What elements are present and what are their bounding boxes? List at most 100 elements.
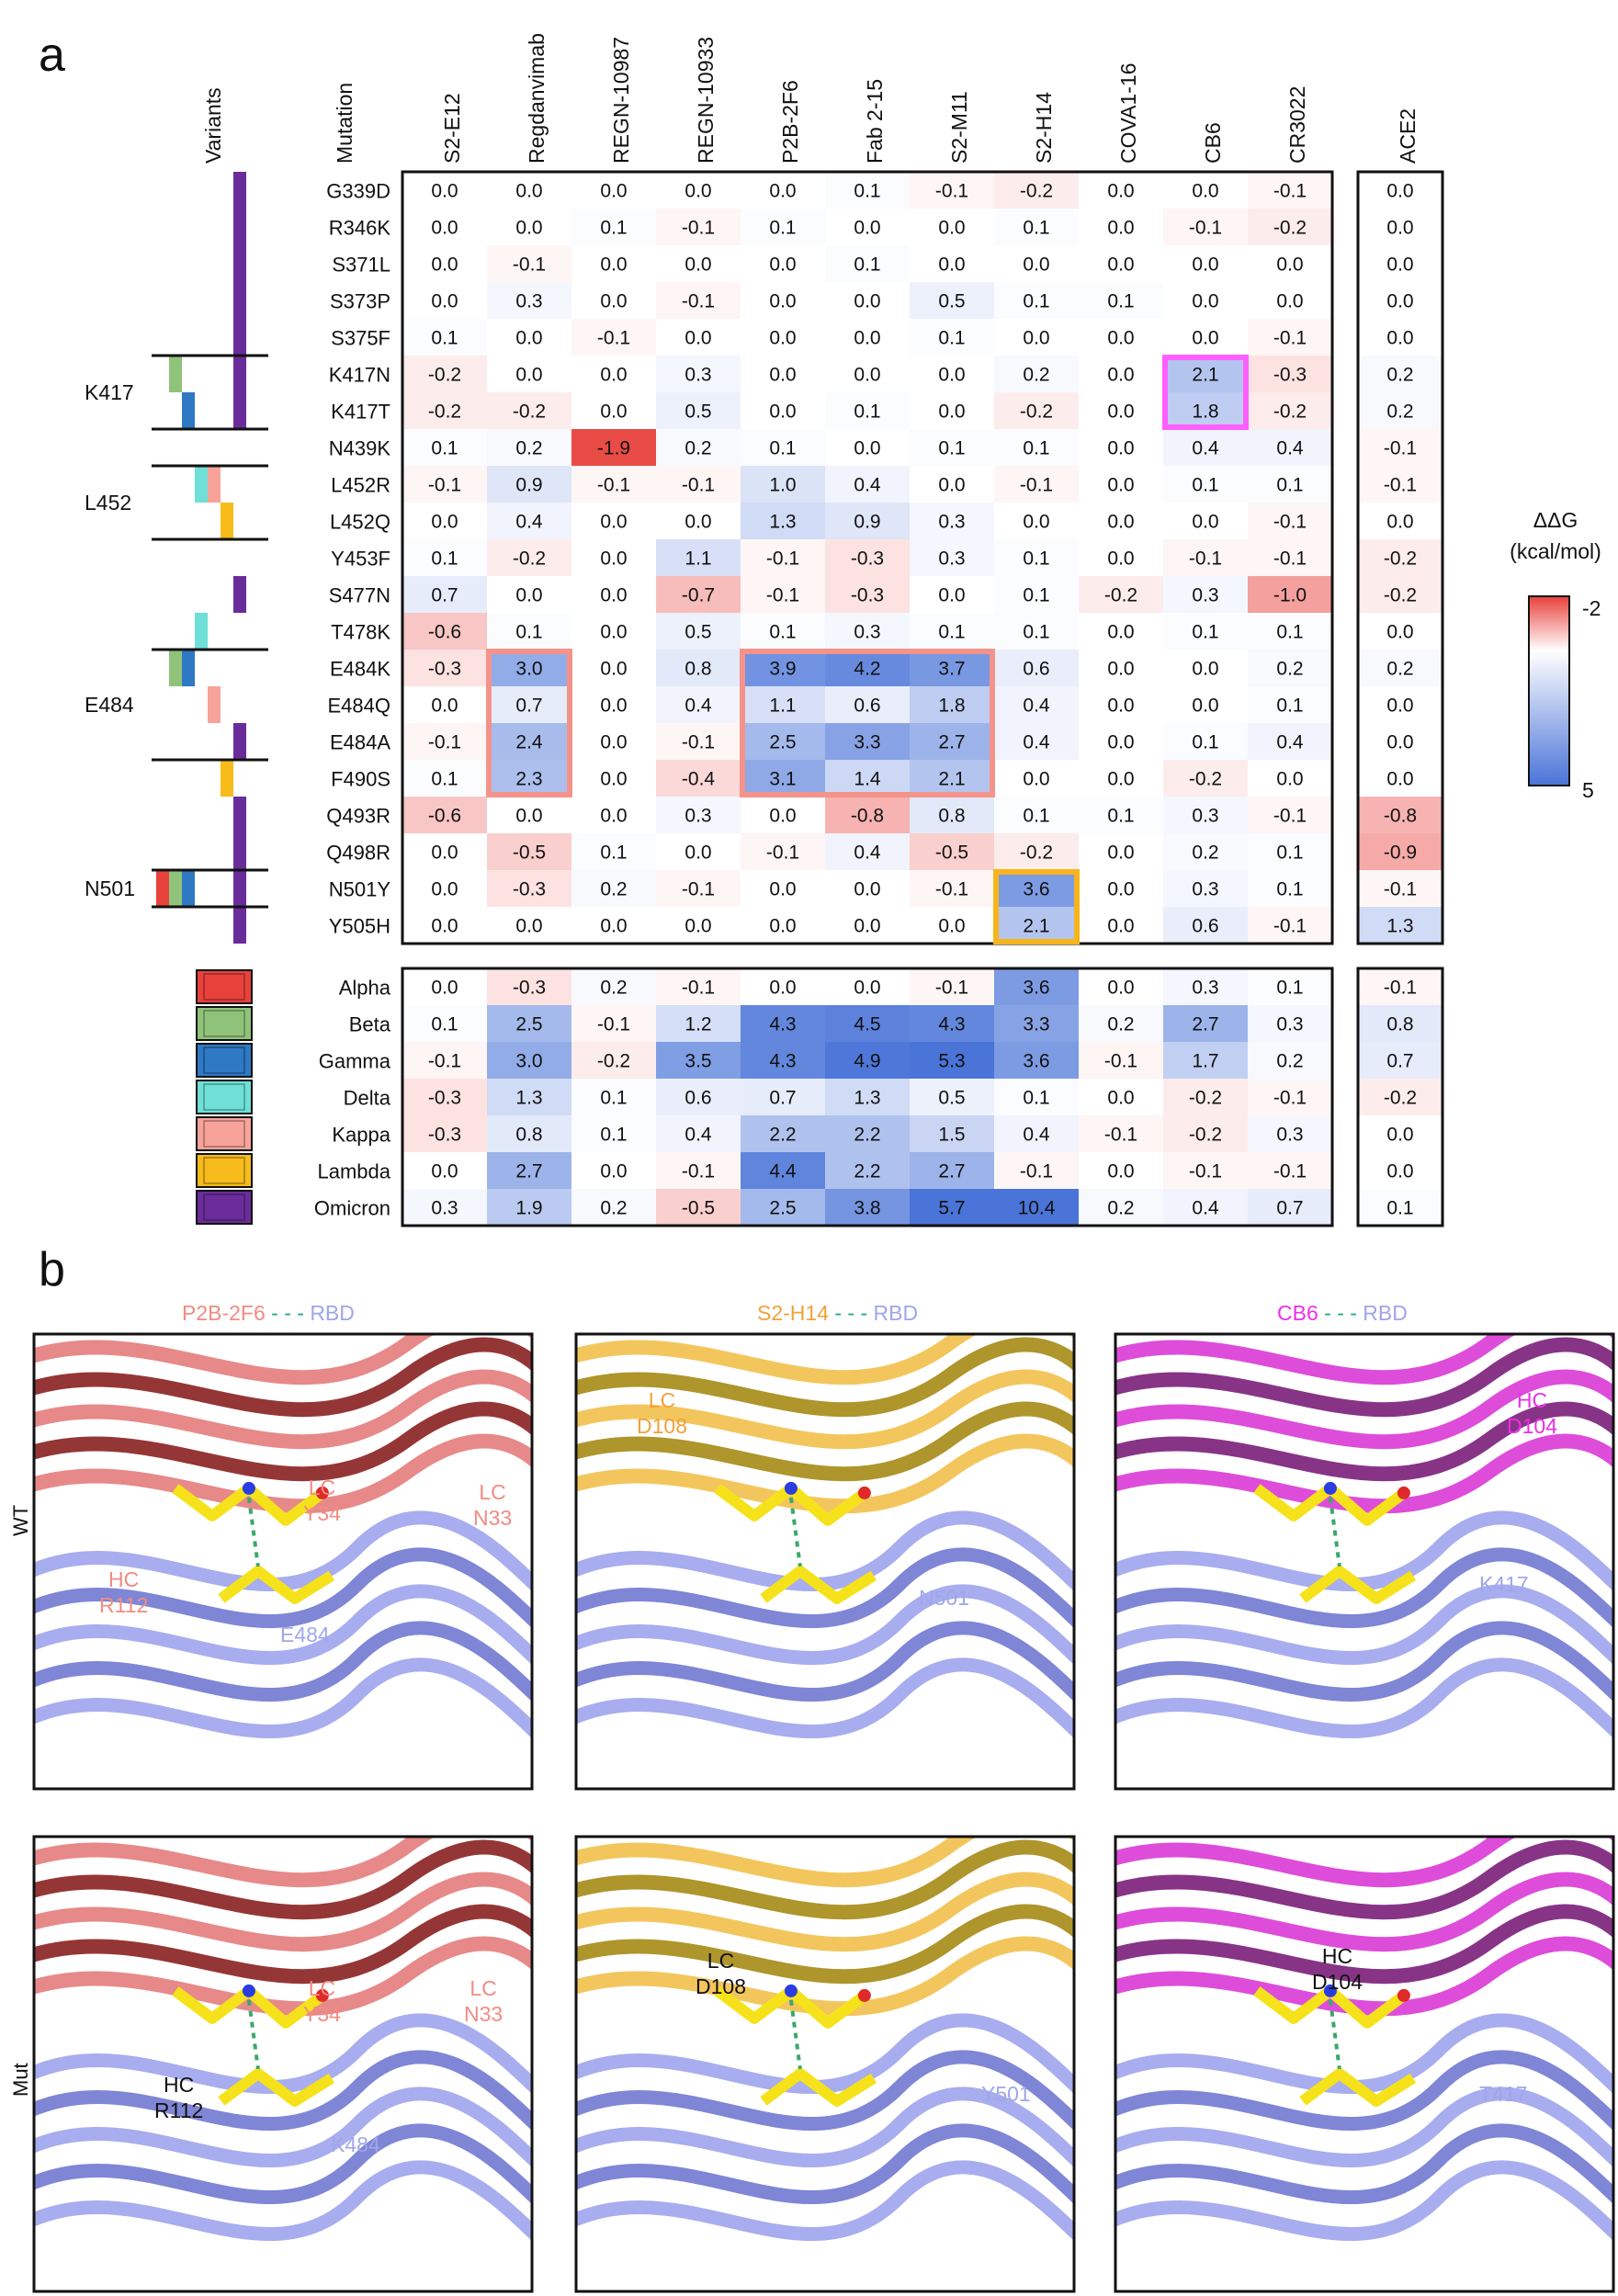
heatmap-cell [1248,870,1332,907]
cell-value: 0.1 [515,622,542,643]
heatmap-cell [656,1042,741,1079]
cell-value: 0.5 [685,402,711,423]
mutation-label: K417T [331,401,390,424]
cell-value: 0.0 [938,916,965,937]
cell-value: 0.0 [515,916,542,937]
heatmap-cell [487,539,571,576]
heatmap-cell [1248,833,1332,870]
antibody-ribbon [34,1334,532,1386]
cell-value: -0.2 [1020,843,1053,864]
heatmap-cell [402,356,487,392]
heatmap-cell [994,539,1079,576]
heatmap-cell [825,968,910,1005]
residue-label: T417 [1479,2082,1528,2106]
colorbar [1528,595,1570,786]
cell-value: 0.1 [600,1125,627,1146]
residue-label: LC D108 [637,1388,687,1438]
cell-value: 0.0 [1023,328,1049,349]
heatmap-cell [1248,686,1332,723]
cell-value: 0.1 [769,438,796,459]
heatmap-cell [656,1079,741,1115]
ace2-cell [1358,319,1443,356]
heatmap-cell [656,760,741,797]
colorbar-unit: (kcal/mol) [1510,539,1601,563]
ace2-cell [1358,1115,1443,1152]
residue-label: Y501 [981,2082,1031,2106]
cell-value: 0.3 [938,549,965,570]
heatmap-cell [487,245,571,282]
cell-value: 0.0 [769,181,796,202]
cell-value: 0.0 [1107,696,1134,717]
heatmap-cell [402,319,487,356]
cell-value: -0.2 [1273,402,1307,423]
cell-value: 3.5 [685,1051,711,1072]
ace2-value: -0.9 [1384,843,1417,864]
variant-bar [182,870,195,907]
cell-value: 0.0 [431,254,458,276]
cell-value: 2.1 [938,769,965,790]
heatmap-cell [1079,833,1163,870]
cell-value: 0.1 [1192,475,1218,496]
heatmap-cell [994,686,1079,723]
cell-value: -0.2 [597,1051,630,1072]
cell-value: 0.3 [685,806,711,827]
cell-value: 2.5 [769,1198,796,1219]
oxygen-atom [1397,1988,1410,2002]
cell-value: -0.1 [1273,916,1307,937]
cell-value: 0.0 [431,843,458,864]
antibody-ribbon [576,1936,1074,2017]
ace2-cell [1358,1079,1443,1115]
cell-value: 0.5 [938,291,965,312]
heatmap-cell [487,1079,571,1115]
ace2-cell [1358,870,1443,907]
cell-value: -0.5 [513,843,546,864]
ace2-value: 0.0 [1386,512,1413,533]
colorbar-min-label: -2 [1582,596,1601,620]
cell-value: 0.1 [600,843,627,864]
rbd-ribbon [576,1510,1074,1592]
cell-value: 0.0 [769,916,796,937]
residue-label: LC Y34 [303,1976,341,2026]
cell-value: 0.1 [1276,843,1303,864]
heatmap-cell [825,1189,910,1226]
cell-value: -0.3 [851,585,884,606]
heatmap-cell [825,172,910,209]
mutation-label: Q498R [326,842,390,865]
variant-swatch [196,1116,253,1151]
rbd-ribbon [34,1547,532,1629]
variant-label: Kappa [332,1124,390,1147]
heatmap-cell [656,576,741,613]
heatmap-cell [1079,172,1163,209]
cell-value: 2.2 [854,1125,880,1146]
ace2-cell [1358,1189,1443,1226]
heatmap-cell [910,968,994,1005]
heatmap-cell [402,1005,487,1042]
cell-value: 0.7 [431,585,458,606]
cell-value: 0.4 [515,512,543,533]
heatmap-cell [656,723,741,760]
heatmap-cell [1079,1189,1163,1226]
heatmap-cell [1079,613,1163,650]
residue-sticks [1299,2067,1417,2107]
heatmap-cell [1248,356,1332,392]
heatmap-cell [994,466,1079,503]
heatmap-cell [910,209,994,245]
rbd-ribbon [34,1584,532,1666]
heatmap-cell [1079,429,1163,466]
heatmap-cell [571,760,656,797]
cell-value: 3.6 [1023,1051,1049,1072]
variant-bar [233,576,246,613]
cell-value: 0.0 [769,328,796,349]
variant-bar [182,650,195,686]
heatmap-cell [910,1152,994,1189]
cell-value: 0.1 [854,181,880,202]
heatmap-cell [1163,797,1248,833]
nitrogen-atom [1323,1984,1337,1997]
heatmap-cell [571,1152,656,1189]
heatmap-cell [402,723,487,760]
mutation-label: G339D [326,180,390,203]
colorbar-max-label: 5 [1582,778,1594,802]
cell-value: 0.3 [854,622,880,643]
heatmap-cell [656,172,741,209]
